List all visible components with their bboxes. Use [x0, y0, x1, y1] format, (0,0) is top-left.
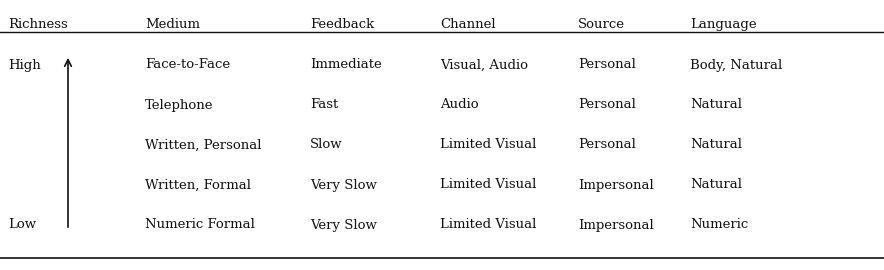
Text: Limited Visual: Limited Visual — [440, 139, 537, 151]
Text: Numeric Formal: Numeric Formal — [145, 218, 255, 231]
Text: Slow: Slow — [310, 139, 343, 151]
Text: Impersonal: Impersonal — [578, 178, 654, 191]
Text: Limited Visual: Limited Visual — [440, 218, 537, 231]
Text: Numeric: Numeric — [690, 218, 748, 231]
Text: Natural: Natural — [690, 139, 742, 151]
Text: Personal: Personal — [578, 139, 636, 151]
Text: Body, Natural: Body, Natural — [690, 59, 782, 72]
Text: Natural: Natural — [690, 178, 742, 191]
Text: Written, Personal: Written, Personal — [145, 139, 262, 151]
Text: Fast: Fast — [310, 99, 339, 112]
Text: Written, Formal: Written, Formal — [145, 178, 251, 191]
Text: Impersonal: Impersonal — [578, 218, 654, 231]
Text: Immediate: Immediate — [310, 59, 382, 72]
Text: Very Slow: Very Slow — [310, 218, 377, 231]
Text: Very Slow: Very Slow — [310, 178, 377, 191]
Text: Language: Language — [690, 18, 757, 31]
Text: Audio: Audio — [440, 99, 478, 112]
Text: Low: Low — [8, 218, 36, 231]
Text: Visual, Audio: Visual, Audio — [440, 59, 528, 72]
Text: Face-to-Face: Face-to-Face — [145, 59, 230, 72]
Text: Natural: Natural — [690, 99, 742, 112]
Text: Medium: Medium — [145, 18, 200, 31]
Text: Personal: Personal — [578, 59, 636, 72]
Text: Feedback: Feedback — [310, 18, 374, 31]
Text: Personal: Personal — [578, 99, 636, 112]
Text: Richness: Richness — [8, 18, 68, 31]
Text: Limited Visual: Limited Visual — [440, 178, 537, 191]
Text: Telephone: Telephone — [145, 99, 214, 112]
Text: Channel: Channel — [440, 18, 496, 31]
Text: High: High — [8, 59, 41, 72]
Text: Source: Source — [578, 18, 625, 31]
